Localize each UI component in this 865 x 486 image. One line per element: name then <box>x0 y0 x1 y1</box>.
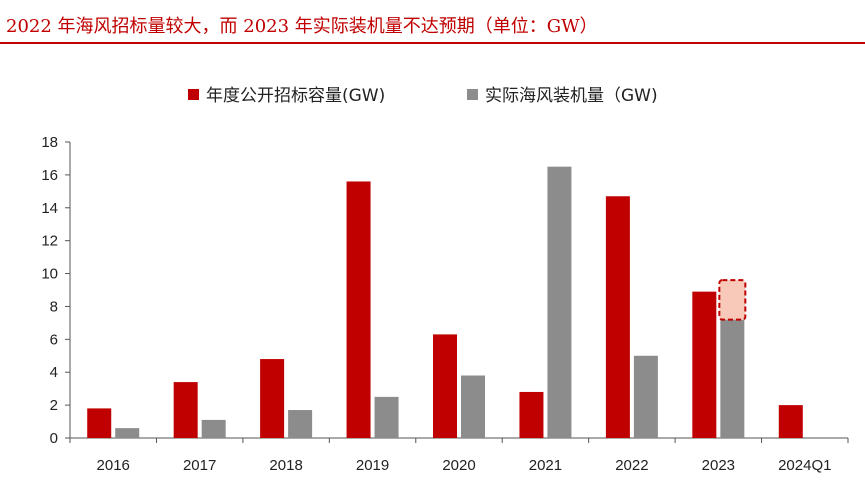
y-tick-label: 18 <box>41 134 58 151</box>
legend-label-installed: 实际海风装机量（GW) <box>485 86 658 106</box>
expected-gap-highlight <box>718 279 747 321</box>
bars <box>87 166 803 438</box>
x-tick-label: 2023 <box>702 457 735 474</box>
installed-bar-2020 <box>461 375 485 438</box>
y-tick-label: 14 <box>41 200 58 217</box>
x-tick-label: 2017 <box>183 457 216 474</box>
installed-bar-2021 <box>547 166 572 438</box>
tender-bar-2021 <box>519 391 544 438</box>
y-tick-label: 16 <box>41 167 58 184</box>
legend-swatch-tender <box>188 89 199 100</box>
x-tick-label: 2021 <box>529 457 562 474</box>
y-tick-label: 0 <box>50 430 58 447</box>
x-tick-label: 2024Q1 <box>778 457 831 474</box>
tender-bar-2023 <box>692 291 717 438</box>
page-title: 2022 年海风招标量较大，而 2023 年实际装机量不达预期（单位：GW） <box>6 16 598 37</box>
legend-swatch-installed <box>467 89 478 100</box>
x-tick-label: 2022 <box>615 457 648 474</box>
legend: 年度公开招标容量(GW) 实际海风装机量（GW) <box>188 86 658 106</box>
y-tick-label: 12 <box>41 233 58 250</box>
installed-bar-2017 <box>201 419 226 438</box>
y-axis: 0 2 4 6 8 10 12 14 16 18 <box>41 134 71 447</box>
installed-bar-2019 <box>374 396 399 438</box>
y-tick-label: 2 <box>50 397 58 414</box>
x-axis: 2016 2017 2018 2019 2020 2021 2022 2023 2024Q1 <box>69 437 849 474</box>
tender-bar-2018 <box>260 359 285 438</box>
x-tick-label: 2019 <box>356 457 389 474</box>
x-tick-label: 2018 <box>269 457 302 474</box>
title-divider <box>0 42 865 44</box>
installed-bar-2016 <box>115 428 140 438</box>
y-tick-label: 6 <box>50 331 58 348</box>
annotations <box>718 279 747 321</box>
x-tick-label: 2020 <box>442 457 475 474</box>
tender-bar-2024Q1 <box>778 405 803 438</box>
y-tick-label: 4 <box>50 364 58 381</box>
tender-bar-2019 <box>346 181 371 438</box>
installed-bar-2018 <box>288 410 313 438</box>
installed-bar-2022 <box>633 355 658 438</box>
tender-bar-2020 <box>433 334 457 438</box>
y-tick-label: 8 <box>50 298 58 315</box>
tender-bar-2022 <box>605 196 630 438</box>
legend-label-tender: 年度公开招标容量(GW) <box>206 86 385 106</box>
x-tick-label: 2016 <box>97 457 130 474</box>
tender-bar-2016 <box>87 408 112 438</box>
tender-bar-2017 <box>173 382 198 438</box>
installed-bar-2023 <box>720 319 745 438</box>
y-tick-label: 10 <box>41 266 58 283</box>
